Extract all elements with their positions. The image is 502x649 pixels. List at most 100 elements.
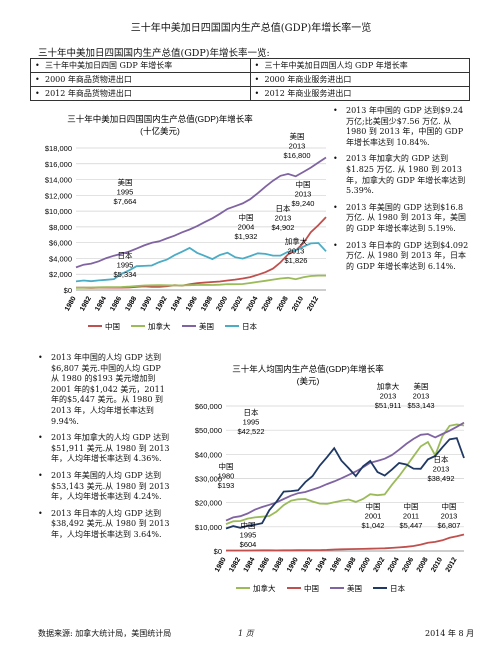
bullet-item: 2013 年加拿大的 GDP 达到$1.825 万亿. 从 1980 到 201… xyxy=(333,154,473,196)
y-tick-label: $0 xyxy=(64,286,72,295)
y-tick-label: $16,000 xyxy=(45,160,72,169)
data-label: 日本 xyxy=(276,203,291,213)
links-row: • 三十年中美加日四国 GDP 年增长率 • 三十年中美加日四国人均 GDP 年增长… xyxy=(30,58,470,73)
data-label: 日本 xyxy=(118,250,133,260)
data-label: 1995 xyxy=(117,188,134,197)
y-tick-label: $30,000 xyxy=(195,475,222,484)
x-tick-label: 1998 xyxy=(344,556,358,573)
y-tick-label: $8,000 xyxy=(49,223,72,232)
data-label: 2004 xyxy=(238,223,255,232)
series-line xyxy=(75,242,327,283)
legend-label: 加拿大 xyxy=(148,321,171,331)
y-tick-label: $6,000 xyxy=(49,239,72,248)
data-label: $9,240 xyxy=(292,199,315,208)
y-tick-label: $18,000 xyxy=(45,144,72,153)
x-tick-label: 2010 xyxy=(291,295,305,312)
link-cell[interactable]: • 三十年中美加日四国 GDP 年增长率 xyxy=(30,58,251,73)
y-tick-label: $2,000 xyxy=(49,270,72,279)
data-label: $38,492 xyxy=(427,474,454,483)
x-tick-label: 2004 xyxy=(387,556,401,573)
data-label: $16,800 xyxy=(283,151,310,160)
data-label: 中国 xyxy=(442,501,457,511)
x-tick-label: 1982 xyxy=(228,556,242,573)
data-label: $604 xyxy=(240,540,257,549)
x-tick-label: 1996 xyxy=(185,295,199,312)
x-tick-label: 1992 xyxy=(155,295,169,312)
bullet-item: 2013 年中国的 GDP 达到$9.24 万亿;比美国少$7.56 万亿. 从… xyxy=(333,106,473,148)
data-label: 2013 xyxy=(275,214,292,223)
chart-title: 三十年中美加日四国国内生产总值(GDP)年增长率 xyxy=(67,114,253,124)
x-tick-label: 2000 xyxy=(215,295,229,312)
x-tick-label: 2012 xyxy=(306,295,320,312)
x-tick-label: 1984 xyxy=(94,295,108,312)
x-tick-label: 1990 xyxy=(286,556,300,573)
legend-label: 美国 xyxy=(199,321,214,331)
y-tick-label: $4,000 xyxy=(49,254,72,263)
x-tick-label: 2012 xyxy=(445,556,459,573)
series-line xyxy=(225,421,465,522)
x-tick-label: 2008 xyxy=(276,295,290,312)
data-label: 2013 xyxy=(288,247,305,256)
data-label: $51,911 xyxy=(375,401,402,410)
x-tick-label: 1990 xyxy=(140,295,154,312)
data-label: $4,902 xyxy=(272,223,295,232)
data-label: 2013 xyxy=(289,142,306,151)
link-cell[interactable]: • 三十年中美加日四国人均 GDP 年增长率 xyxy=(249,58,470,73)
data-label: 加拿大 xyxy=(285,236,308,246)
data-label: 1995 xyxy=(240,531,257,540)
link-cell[interactable]: • 2000 年商业服务进出口 xyxy=(249,72,470,87)
bullet-item: 2013 年日本的 GDP 达到$4.092 万亿. 从 1980 到 2013… xyxy=(333,241,473,273)
x-tick-label: 1984 xyxy=(243,556,257,573)
link-2012-services[interactable]: 2012 年商业服务进出口 xyxy=(264,89,352,98)
y-tick-label: $14,000 xyxy=(45,176,72,185)
gdp-chart: 三十年中美加日四国国内生产总值(GDP)年增长率 (十亿美元) $0 $2,000 $4… xyxy=(45,114,327,331)
link-2000-goods[interactable]: 2000 年商品货物进出口 xyxy=(45,75,132,84)
legend-label: 日本 xyxy=(242,321,257,331)
data-label: 1995 xyxy=(243,418,260,427)
x-tick-label: 1986 xyxy=(257,556,271,573)
data-label: 2013 xyxy=(295,190,312,199)
series-line xyxy=(75,156,327,269)
data-label: 中国 xyxy=(241,520,256,530)
link-cell[interactable]: • 2000 年商品货物进出口 xyxy=(30,72,251,87)
chart-subtitle: (美元) xyxy=(297,376,320,386)
link-gdp-growth[interactable]: 三十年中美加日四国 GDP 年增长率 xyxy=(45,61,173,70)
data-label: 2013 xyxy=(413,392,430,401)
x-tick-label: 2000 xyxy=(358,556,372,573)
data-label: $42,522 xyxy=(237,427,264,436)
x-tick-label: 1982 xyxy=(79,295,93,312)
x-tick-label: 2006 xyxy=(261,295,275,312)
chart-subtitle: (十亿美元) xyxy=(140,126,180,136)
page-subtitle: 三十年中美加日四国国内生产总值(GDP)年增长率一览: xyxy=(38,48,270,59)
link-2000-services[interactable]: 2000 年商业服务进出口 xyxy=(264,75,352,84)
bullet-item: 2013 年中国的人均 GDP 达到$6,807 美元.中国的人均 GDP 从 … xyxy=(38,353,170,427)
x-tick-label: 2002 xyxy=(231,295,245,312)
per-capita-bullets: 2013 年中国的人均 GDP 达到$6,807 美元.中国的人均 GDP 从 … xyxy=(38,353,170,547)
data-label: $1,826 xyxy=(285,256,308,265)
page-title: 三十年中美加日四国国内生产总值(GDP)年增长率一览 xyxy=(130,23,372,34)
link-per-capita-gdp[interactable]: 三十年中美加日四国人均 GDP 年增长率 xyxy=(264,61,408,70)
data-label: 日本 xyxy=(434,454,449,464)
data-label: 2001 xyxy=(365,512,382,521)
data-label: $5,334 xyxy=(114,270,137,279)
x-tick-label: 1988 xyxy=(272,556,286,573)
data-label: 1980 xyxy=(218,472,235,481)
bullet-item: 2013 年加拿大的人均 GDP 达到$51,911 美元.从 1980 到 2… xyxy=(38,433,170,465)
link-cell[interactable]: • 2012 年商品货物进出口 xyxy=(30,86,251,101)
y-tick-label: $10,000 xyxy=(195,523,222,532)
x-tick-label: 2004 xyxy=(246,295,260,312)
legend-label: 加拿大 xyxy=(253,583,276,593)
series-line xyxy=(225,437,465,530)
data-label: $193 xyxy=(218,481,235,490)
x-tick-label: 1994 xyxy=(315,556,329,573)
per-capita-chart: 三十年人均国内生产总值(GDP)年增长率 (美元) $0 $10,000 $20,000… xyxy=(195,364,465,593)
data-label: 2013 xyxy=(380,392,397,401)
legend-label: 美国 xyxy=(347,583,362,593)
y-tick-label: $60,000 xyxy=(195,402,222,411)
x-tick-label: 1996 xyxy=(329,556,343,573)
link-cell[interactable]: • 2012 年商业服务进出口 xyxy=(249,86,470,101)
y-tick-label: $20,000 xyxy=(195,499,222,508)
data-label: $1,932 xyxy=(235,232,258,241)
x-tick-label: 1998 xyxy=(200,295,214,312)
link-2012-goods[interactable]: 2012 年商品货物进出口 xyxy=(45,89,132,98)
